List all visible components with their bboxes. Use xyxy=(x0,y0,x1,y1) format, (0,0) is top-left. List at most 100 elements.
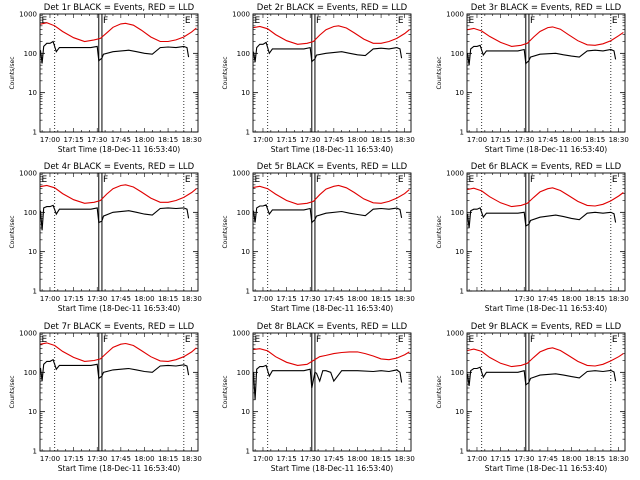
panel-title: Det 5r BLACK = Events, RED = LLD xyxy=(257,162,408,172)
event-marker-label: F xyxy=(530,175,535,185)
x-tick-label: 17:15 xyxy=(64,136,84,144)
x-tick-label: 18:30 xyxy=(182,455,202,463)
x-axis-label: Start Time (18-Dec-11 16:53:40) xyxy=(58,145,180,154)
event-marker-label: E xyxy=(42,16,48,26)
panel-det-7: Det 7r BLACK = Events, RED = LLD Counts/s… xyxy=(9,322,202,473)
event-marker-label: E xyxy=(612,335,618,345)
panel-det-2: Det 2r BLACK = Events, RED = LLD Counts/s… xyxy=(222,3,415,154)
x-tick-label: 17:45 xyxy=(111,455,131,463)
y-axis-label: Counts/sec xyxy=(222,56,229,89)
y-tick-label: 1000 xyxy=(232,330,250,338)
y-tick-label: 10 xyxy=(241,408,250,416)
x-tick-label: 18:15 xyxy=(158,455,178,463)
x-axis-label: Start Time (18-Dec-11 16:53:40) xyxy=(485,304,607,313)
x-tick-label: 17:15 xyxy=(277,136,297,144)
series-lld-line xyxy=(467,26,624,47)
event-marker-label: E xyxy=(469,175,475,185)
plot-frame xyxy=(39,13,199,133)
series-events-line xyxy=(39,40,190,64)
y-tick-label: 100 xyxy=(451,209,464,217)
event-marker-label: E xyxy=(398,16,404,26)
plot-frame xyxy=(252,172,412,292)
x-tick-label: 18:00 xyxy=(134,455,154,463)
x-tick-label: 17:45 xyxy=(111,136,131,144)
x-tick-label: 17:30 xyxy=(300,136,320,144)
x-tick-label: 17:15 xyxy=(64,455,84,463)
event-marker-label: F xyxy=(103,335,108,345)
event-marker-label: E xyxy=(185,335,191,345)
event-marker-label: E xyxy=(185,16,191,26)
y-tick-label: 1000 xyxy=(446,11,464,19)
x-tick-label: 18:15 xyxy=(585,136,605,144)
y-tick-label: 1 xyxy=(246,129,250,137)
x-axis-label: Start Time (18-Dec-11 16:53:40) xyxy=(485,145,607,154)
y-tick-label: 1000 xyxy=(19,170,37,178)
y-tick-label: 1000 xyxy=(446,170,464,178)
x-axis-label: Start Time (18-Dec-11 16:53:40) xyxy=(485,464,607,473)
y-tick-label: 1 xyxy=(460,129,464,137)
event-marker-label: F xyxy=(530,335,535,345)
series-lld-line xyxy=(40,184,197,204)
x-tick-label: 17:15 xyxy=(277,295,297,303)
x-axis-label: Start Time (18-Dec-11 16:53:40) xyxy=(271,304,393,313)
series-lld-line xyxy=(467,187,624,208)
panel-title: Det 7r BLACK = Events, RED = LLD xyxy=(44,322,195,332)
x-tick-label: 17:15 xyxy=(64,295,84,303)
x-tick-label: 17:15 xyxy=(277,455,297,463)
x-tick-label: 18:00 xyxy=(347,136,367,144)
y-tick-label: 1000 xyxy=(232,170,250,178)
x-tick-label: 18:30 xyxy=(182,136,202,144)
x-tick-label: 17:30 xyxy=(514,295,534,303)
event-marker-label: E xyxy=(612,175,618,185)
y-tick-label: 1 xyxy=(246,288,250,296)
event-marker-label: E xyxy=(185,175,191,185)
y-tick-label: 10 xyxy=(28,89,37,97)
event-marker-label: E xyxy=(612,16,618,26)
x-tick-label: 17:00 xyxy=(467,136,487,144)
y-tick-label: 100 xyxy=(237,209,250,217)
event-marker-label: F xyxy=(316,335,321,345)
event-marker-label: F xyxy=(316,16,321,26)
x-tick-label: 18:15 xyxy=(585,455,605,463)
y-tick-label: 100 xyxy=(451,50,464,58)
y-tick-label: 10 xyxy=(241,248,250,256)
x-tick-label: 17:45 xyxy=(324,136,344,144)
x-tick-label: 17:30 xyxy=(300,455,320,463)
x-tick-label: 17:45 xyxy=(324,295,344,303)
x-tick-label: 17:00 xyxy=(40,455,60,463)
series-lld-line xyxy=(253,25,410,45)
x-tick-label: 17:30 xyxy=(514,455,534,463)
y-axis-label: Counts/sec xyxy=(9,375,16,408)
event-marker-label: E xyxy=(42,175,48,185)
series-events-line xyxy=(466,44,617,66)
x-tick-label: 18:30 xyxy=(609,455,629,463)
series-events-line xyxy=(252,364,403,400)
y-tick-label: 100 xyxy=(24,209,37,217)
panel-title: Det 3r BLACK = Events, RED = LLD xyxy=(471,3,622,13)
y-tick-label: 1 xyxy=(33,448,37,456)
panel-det-5: Det 5r BLACK = Events, RED = LLD Counts/s… xyxy=(222,162,415,313)
series-lld-line xyxy=(40,342,197,362)
x-tick-label: 17:00 xyxy=(253,136,273,144)
y-axis-label: Counts/sec xyxy=(222,375,229,408)
x-axis-label: Start Time (18-Dec-11 16:53:40) xyxy=(271,464,393,473)
series-events-line xyxy=(39,358,190,382)
y-tick-label: 1000 xyxy=(446,330,464,338)
y-tick-label: 1 xyxy=(246,448,250,456)
plot-frame xyxy=(252,332,412,452)
series-events-line xyxy=(466,366,617,387)
x-tick-label: 18:15 xyxy=(158,295,178,303)
plot-frame xyxy=(466,172,626,292)
y-axis-label: Counts/sec xyxy=(222,215,229,248)
x-tick-label: 18:30 xyxy=(609,295,629,303)
event-marker-label: F xyxy=(103,175,108,185)
x-tick-label: 17:00 xyxy=(253,455,273,463)
y-axis-label: Counts/sec xyxy=(9,56,16,89)
panel-title: Det 6r BLACK = Events, RED = LLD xyxy=(471,162,622,172)
y-tick-label: 1 xyxy=(33,288,37,296)
y-tick-label: 10 xyxy=(455,408,464,416)
series-events-line xyxy=(252,204,403,224)
x-tick-label: 18:30 xyxy=(395,136,415,144)
y-tick-label: 1000 xyxy=(19,330,37,338)
